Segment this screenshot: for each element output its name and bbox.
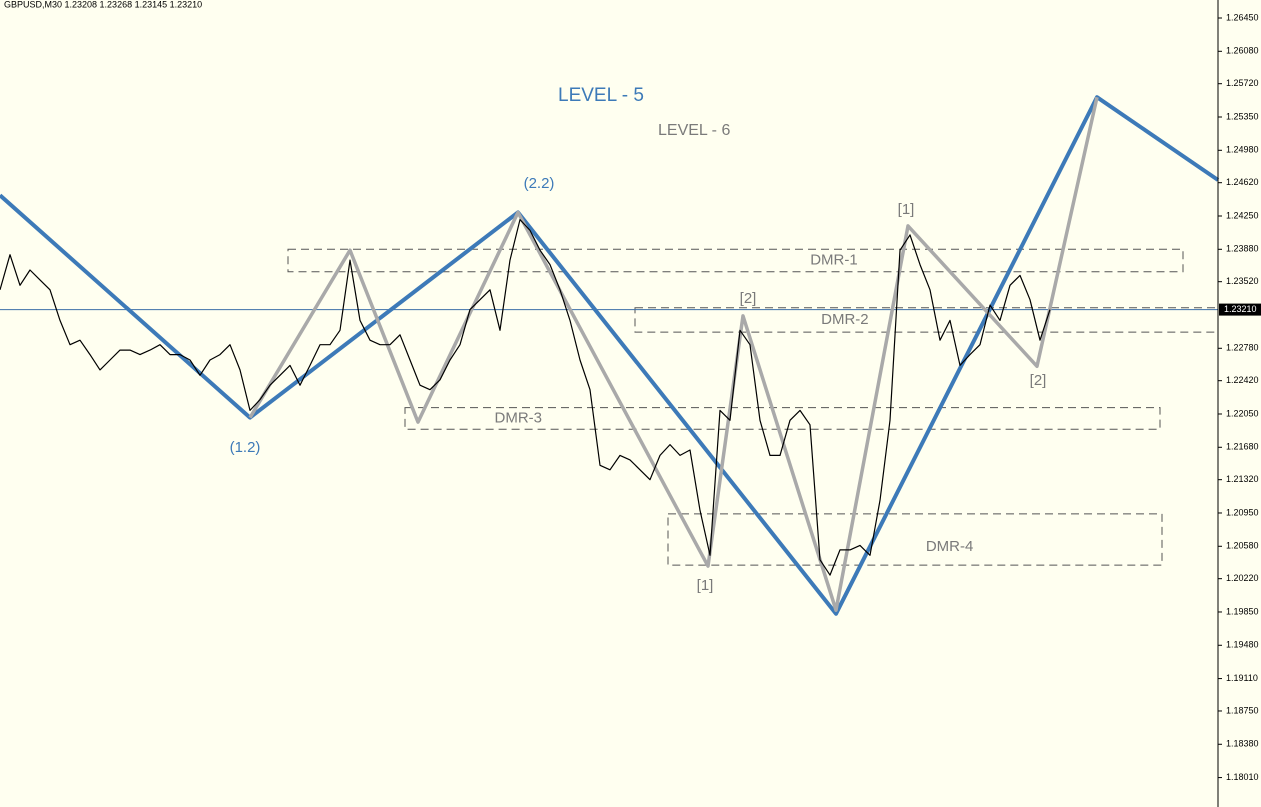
dmr-zone: [634, 307, 1219, 333]
wave-label: [1]: [898, 201, 915, 218]
zigzag-line: [0, 95, 1220, 616]
dmr-zone: [404, 407, 1161, 430]
y-tick-label: 1.24250: [1226, 210, 1259, 220]
wave-label: (2.2): [524, 175, 555, 192]
y-tick-label: 1.20950: [1226, 507, 1259, 517]
y-tick-label: 1.26450: [1226, 12, 1259, 22]
y-tick-label: 1.19480: [1226, 640, 1259, 650]
y-tick-label: 1.25350: [1226, 111, 1259, 121]
y-tick-label: 1.24980: [1226, 145, 1259, 155]
y-tick-label: 1.20220: [1226, 573, 1259, 583]
price-line: [0, 219, 1051, 576]
dmr-zone: [667, 513, 1163, 566]
y-tick-label: 1.25720: [1226, 78, 1259, 88]
current-price-label: 1.23210: [1224, 304, 1257, 314]
y-tick-label: 1.23880: [1226, 244, 1259, 254]
chart-title: GBPUSD,M30 1.23208 1.23268 1.23145 1.232…: [4, 0, 202, 9]
dmr-label: DMR-2: [821, 311, 869, 328]
level-label: LEVEL - 5: [558, 85, 644, 106]
y-tick-label: 1.18010: [1226, 772, 1259, 782]
y-tick-label: 1.18750: [1226, 705, 1259, 715]
dmr-label: DMR-1: [810, 252, 858, 269]
y-tick-label: 1.19110: [1226, 673, 1258, 683]
y-tick-label: 1.18380: [1226, 739, 1259, 749]
wave-label: [2]: [1030, 372, 1047, 389]
y-tick-label: 1.23520: [1226, 276, 1259, 286]
wave-label: [2]: [740, 290, 757, 307]
dmr-label: DMR-3: [495, 409, 543, 426]
current-price-box: [1219, 303, 1261, 316]
y-tick-label: 1.22050: [1226, 408, 1259, 418]
y-tick-label: 1.21320: [1226, 474, 1259, 484]
dmr-zone: [287, 248, 1184, 273]
plot-area: DMR-1 DMR-2 DMR-3 DMR-4: [0, 95, 1220, 616]
y-tick-label: 1.26080: [1226, 46, 1259, 56]
y-tick-label: 1.20580: [1226, 541, 1259, 551]
y-tick-label: 1.22780: [1226, 343, 1259, 353]
dmr-label: DMR-4: [926, 538, 974, 555]
y-tick-label: 1.19850: [1226, 606, 1259, 616]
zigzag-line: [248, 96, 1099, 612]
wave-label: (1.2): [230, 439, 261, 456]
level-label: LEVEL - 6: [658, 122, 730, 139]
y-tick-label: 1.24620: [1226, 177, 1259, 187]
y-tick-label: 1.21680: [1226, 442, 1259, 452]
y-tick-label: 1.22420: [1226, 375, 1259, 385]
wave-label: [1]: [697, 577, 714, 594]
